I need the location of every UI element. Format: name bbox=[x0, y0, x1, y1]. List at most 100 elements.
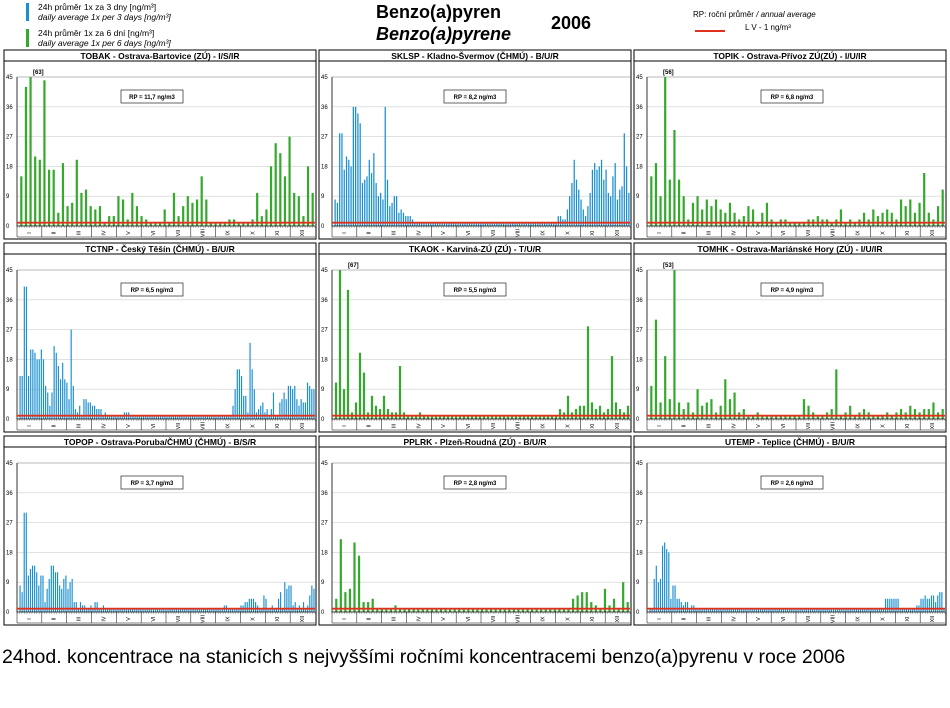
bar bbox=[812, 608, 814, 612]
bar bbox=[555, 222, 557, 226]
month-label: X bbox=[565, 617, 571, 621]
y-tick-label: 36 bbox=[6, 491, 13, 497]
bar bbox=[96, 409, 98, 419]
y-tick-label: 27 bbox=[321, 135, 328, 141]
bar bbox=[726, 608, 728, 612]
bar bbox=[66, 382, 68, 419]
bar bbox=[478, 415, 482, 419]
bar bbox=[36, 572, 38, 612]
y-tick-label: 27 bbox=[636, 521, 643, 527]
rp-box bbox=[760, 89, 824, 104]
bar bbox=[714, 199, 718, 226]
bar bbox=[450, 222, 452, 226]
bar bbox=[313, 588, 315, 612]
bar bbox=[305, 608, 307, 612]
bar bbox=[230, 608, 232, 612]
bar bbox=[25, 512, 27, 612]
bar bbox=[828, 608, 830, 612]
y-tick-label: 9 bbox=[636, 194, 640, 200]
bar bbox=[774, 608, 776, 612]
bar bbox=[779, 415, 782, 419]
bar bbox=[528, 222, 530, 226]
bar bbox=[939, 592, 941, 612]
bar bbox=[430, 608, 434, 612]
bar bbox=[550, 222, 553, 226]
bar bbox=[474, 415, 478, 419]
month-label: II bbox=[682, 231, 688, 235]
y-tick-label: 0 bbox=[321, 224, 325, 230]
bar bbox=[772, 608, 774, 612]
bar bbox=[80, 192, 83, 226]
bar bbox=[521, 608, 525, 612]
bar bbox=[311, 585, 313, 612]
month-label: XII bbox=[300, 615, 306, 622]
month-label: VI bbox=[781, 230, 787, 236]
month-label: XI bbox=[275, 423, 281, 429]
bar bbox=[279, 402, 281, 419]
bar bbox=[227, 608, 230, 612]
bar bbox=[177, 608, 180, 612]
bar bbox=[69, 582, 71, 612]
panel-title: TCTNP - Český Těšín (ČHMÚ) - B/U/R bbox=[85, 243, 235, 254]
bar bbox=[733, 212, 736, 226]
y-tick-label: 27 bbox=[6, 328, 13, 334]
bar bbox=[380, 608, 383, 612]
bar bbox=[582, 209, 584, 226]
bar bbox=[423, 222, 425, 226]
bar bbox=[759, 608, 762, 612]
bar bbox=[830, 222, 833, 226]
bar bbox=[108, 216, 111, 226]
bar bbox=[626, 602, 629, 612]
bar bbox=[31, 565, 34, 612]
y-tick-label: 45 bbox=[636, 268, 643, 274]
bar bbox=[502, 415, 506, 419]
panel-frame bbox=[3, 49, 317, 240]
bar bbox=[926, 598, 928, 612]
bar bbox=[914, 608, 916, 612]
bar bbox=[20, 176, 23, 226]
bar bbox=[655, 565, 657, 612]
bar bbox=[558, 409, 562, 419]
bar bbox=[111, 415, 113, 419]
bar bbox=[289, 385, 292, 419]
month-label: XII bbox=[615, 229, 621, 236]
bar bbox=[517, 608, 520, 612]
bar bbox=[525, 222, 528, 226]
bar bbox=[798, 415, 801, 419]
bar bbox=[71, 202, 74, 226]
y-tick-label: 36 bbox=[636, 491, 643, 497]
legend-3day-cz: 24h průměr 1x za 3 dny [ng/m³] bbox=[38, 2, 157, 12]
legend-3day-en: daily average 1x per 3 days [ng/m³] bbox=[38, 12, 171, 22]
bar bbox=[890, 415, 893, 419]
month-label: VI bbox=[781, 616, 787, 622]
bar bbox=[386, 409, 390, 419]
month-label: IV bbox=[731, 423, 737, 429]
bar bbox=[591, 169, 594, 226]
bar bbox=[421, 608, 424, 612]
bar bbox=[684, 602, 687, 612]
bar bbox=[818, 608, 820, 612]
bar bbox=[338, 270, 342, 419]
bar bbox=[506, 415, 510, 419]
bar bbox=[518, 222, 521, 226]
bar bbox=[287, 385, 289, 419]
bar bbox=[571, 598, 575, 612]
bar bbox=[532, 222, 534, 226]
bar bbox=[302, 602, 305, 612]
bar bbox=[755, 608, 757, 612]
bar bbox=[762, 608, 764, 612]
bar bbox=[449, 608, 452, 612]
bar bbox=[571, 182, 573, 226]
bar bbox=[134, 608, 136, 612]
bar bbox=[789, 608, 791, 612]
bar bbox=[375, 182, 377, 226]
rp-box bbox=[760, 475, 824, 490]
bar bbox=[228, 415, 230, 419]
bar bbox=[473, 222, 475, 226]
bar bbox=[680, 602, 682, 612]
panel-frame bbox=[318, 49, 632, 240]
bar bbox=[87, 402, 89, 419]
bar bbox=[414, 222, 416, 226]
bar bbox=[283, 392, 285, 419]
bar bbox=[215, 415, 217, 419]
